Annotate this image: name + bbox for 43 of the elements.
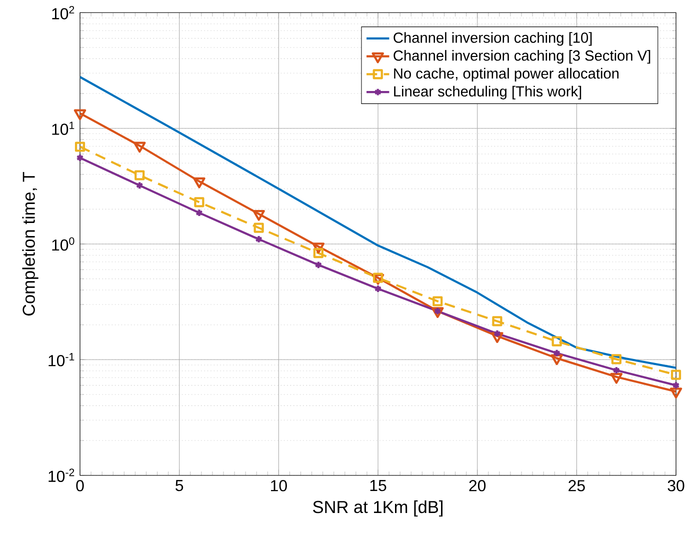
y-tick-label: 10$^{0}$ [52,237,74,251]
x-tick-label: 30 [668,480,684,492]
point [134,170,145,180]
x-tick-label: 10 [271,480,287,492]
point [136,181,144,190]
point [314,260,322,270]
point [254,222,264,233]
point [611,354,622,364]
point [670,370,682,380]
x-tick-label: 0 [76,480,84,492]
point [434,306,442,316]
y-axis-title: Completion time, T [22,172,38,316]
point [133,142,146,153]
x-tick-label: 5 [176,480,184,492]
point [194,197,204,208]
point [610,372,623,384]
y-tick-label: 10$^{2}$ [52,6,74,20]
point [492,316,502,326]
point [74,142,86,152]
point [552,336,562,346]
point [74,109,86,120]
x-tick-label: 15 [370,480,386,492]
point [313,248,324,258]
point [670,388,682,398]
point [431,307,444,318]
y-tick-label: 10$^{-1}$ [48,353,74,366]
point [493,329,502,338]
point [432,296,443,306]
point [550,354,563,366]
point [193,177,206,188]
y-tick-label: 10$^{1}$ [52,122,74,135]
point [312,242,325,254]
y-tick-label: 10$^{-2}$ [48,468,74,482]
x-axis-title: SNR at 1Km [dB] [313,500,442,517]
legend-label: No cache, optimal power allocation [394,68,619,82]
legend-label: Linear scheduling [This work] [394,86,582,100]
point [552,348,561,358]
point [491,332,504,343]
x-tick-label: 20 [469,480,486,492]
legend-label: Channel inversion caching [3 Section V] [394,50,650,64]
point [252,210,265,221]
legend-label: Channel inversion caching [10] [394,32,592,46]
x-tick-label: 25 [568,480,585,492]
